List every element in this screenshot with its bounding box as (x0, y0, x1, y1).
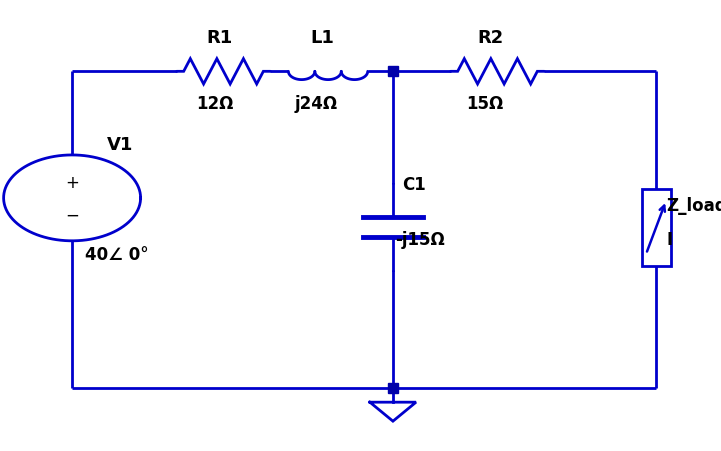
Text: I: I (666, 231, 672, 249)
Text: V1: V1 (107, 135, 133, 153)
Text: Z_load: Z_load (666, 196, 721, 214)
Bar (642, 189, 671, 266)
Text: 12Ω: 12Ω (196, 95, 234, 113)
Text: C1: C1 (402, 176, 426, 194)
Text: −: − (65, 206, 79, 224)
Text: R2: R2 (477, 29, 503, 47)
Text: j24Ω: j24Ω (294, 95, 337, 113)
Text: L1: L1 (310, 29, 335, 47)
Text: +: + (65, 173, 79, 191)
Text: 15Ω: 15Ω (466, 95, 504, 113)
Text: -j15Ω: -j15Ω (395, 230, 445, 248)
Text: R1: R1 (207, 29, 233, 47)
Text: 40∠ 0°: 40∠ 0° (85, 246, 149, 264)
